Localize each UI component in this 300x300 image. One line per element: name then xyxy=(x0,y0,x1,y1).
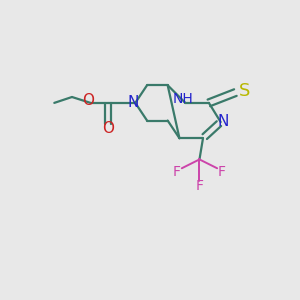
Text: F: F xyxy=(196,179,203,193)
Text: O: O xyxy=(102,121,114,136)
Text: S: S xyxy=(239,82,250,100)
Text: O: O xyxy=(82,93,94,108)
Text: F: F xyxy=(217,165,225,179)
Text: NH: NH xyxy=(172,92,194,106)
Text: F: F xyxy=(173,165,181,179)
Text: N: N xyxy=(128,95,139,110)
Text: N: N xyxy=(217,114,229,129)
